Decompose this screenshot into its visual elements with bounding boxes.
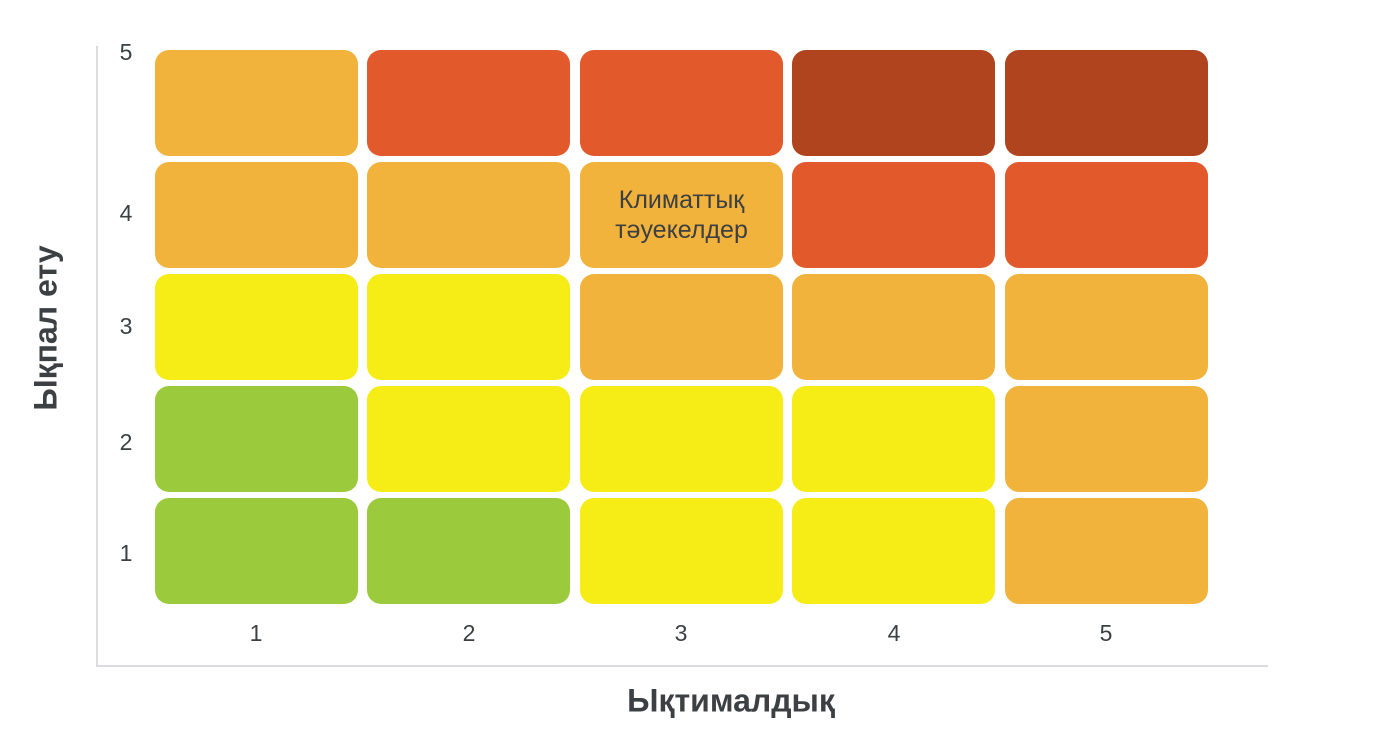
y-tick-label: 5	[119, 39, 133, 65]
y-axis-line	[96, 46, 98, 667]
x-tick-label: 2	[462, 620, 476, 646]
risk-cell	[792, 162, 995, 268]
y-tick-label: 2	[119, 429, 133, 455]
risk-cell	[367, 274, 570, 380]
risk-cell	[155, 50, 358, 156]
risk-cell	[367, 50, 570, 156]
y-tick-label: 1	[119, 540, 133, 566]
risk-cell	[1005, 498, 1208, 604]
x-axis-line	[96, 665, 1268, 667]
risk-cell	[367, 162, 570, 268]
risk-cell	[792, 386, 995, 492]
x-tick-label: 3	[674, 620, 688, 646]
risk-cell	[792, 50, 995, 156]
risk-cell	[580, 50, 783, 156]
risk-cell	[367, 498, 570, 604]
y-tick-label: 4	[119, 200, 133, 226]
risk-cell	[792, 274, 995, 380]
risk-cell	[1005, 162, 1208, 268]
x-tick-label: 1	[249, 620, 263, 646]
risk-cell	[792, 498, 995, 604]
risk-cell	[580, 386, 783, 492]
risk-cell	[1005, 50, 1208, 156]
risk-cell-annotation: Климаттық тәуекелдер	[615, 186, 748, 244]
risk-cell	[155, 498, 358, 604]
x-axis-title: Ықтималдық	[627, 682, 835, 719]
risk-cell: Климаттық тәуекелдер	[580, 162, 783, 268]
risk-cell	[580, 498, 783, 604]
x-tick-label: 5	[1099, 620, 1113, 646]
risk-cell	[155, 386, 358, 492]
risk-cell	[367, 386, 570, 492]
risk-cell	[155, 274, 358, 380]
y-axis-title: Ықпал ету	[27, 245, 64, 411]
x-tick-label: 4	[887, 620, 901, 646]
y-tick-label: 3	[119, 313, 133, 339]
risk-cell	[1005, 386, 1208, 492]
risk-cell	[1005, 274, 1208, 380]
risk-cell	[155, 162, 358, 268]
risk-cell	[580, 274, 783, 380]
